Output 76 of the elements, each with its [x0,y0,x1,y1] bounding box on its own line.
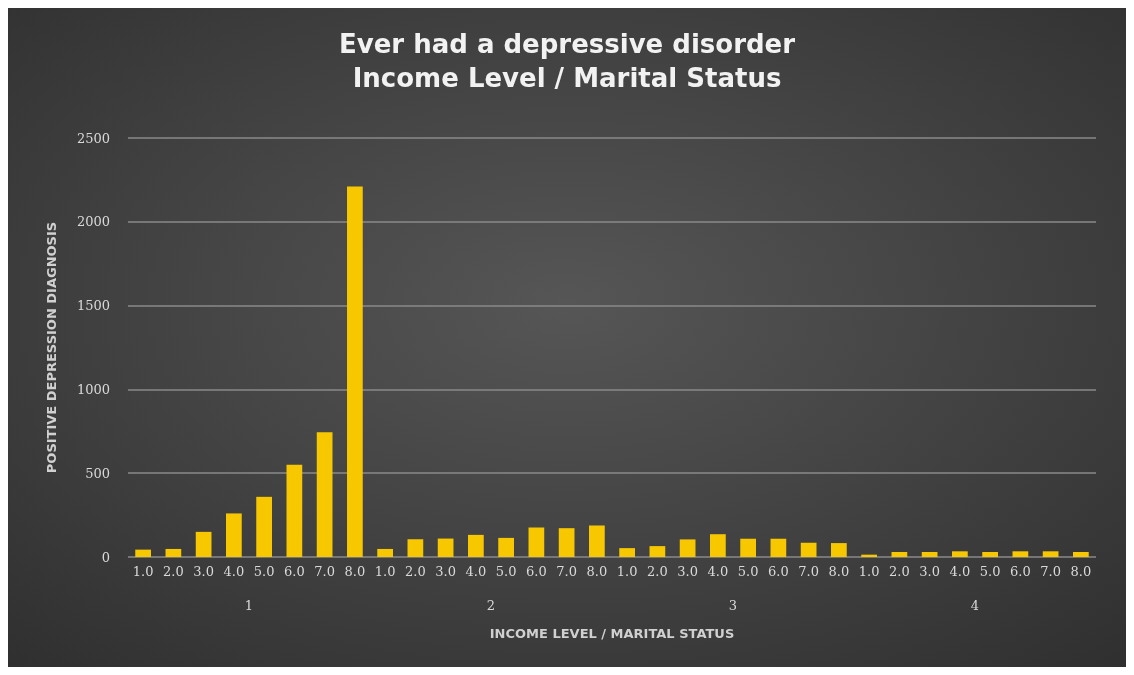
x-tick-label: 7.0 [798,564,819,579]
bar [135,549,151,557]
x-tick-label: 8.0 [344,564,366,579]
bar [528,527,545,557]
bar [800,542,817,557]
bar [831,543,847,557]
bar [377,548,393,557]
bar [982,551,998,557]
x-tick-label: 1.0 [616,564,638,579]
y-tick-label: 1500 [76,298,110,314]
bar [921,551,938,557]
bar [619,548,635,557]
x-tick-label: 4.0 [223,564,245,579]
bar [226,513,242,557]
bar [1012,551,1029,557]
bar [468,534,484,557]
x-tick-label: 8.0 [1070,564,1092,579]
chart-title: Ever had a depressive disorder Income Level / Marital Status [338,29,796,93]
x-tick-label: 3.0 [919,564,940,579]
x-tick-label: 7.0 [556,564,577,579]
bar [649,546,666,557]
x-tick-label: 4.0 [707,564,729,579]
x-tick-label: 5.0 [253,564,275,579]
x-tick-label: 6.0 [1010,564,1031,579]
bar [498,537,514,557]
x-tick-label: 6.0 [284,564,305,579]
bar [256,496,272,557]
x-tick-label: 2.0 [163,564,184,579]
x-tick-label: 7.0 [1040,564,1061,579]
bar [1042,551,1059,557]
bar [286,464,303,557]
text: 1 [244,598,254,613]
y-tick-label: 0 [101,549,110,565]
bar [952,551,968,557]
x-tick-label: 3.0 [193,564,214,579]
x-tick-label: 2.0 [647,564,668,579]
text: 2 [486,598,496,613]
text: 4 [970,598,980,613]
y-axis-title: POSITIVE DEPRESSION DIAGNOSIS [44,221,59,474]
bar [1073,551,1089,557]
y-tick-label: 500 [85,465,110,481]
x-tick-label: 3.0 [677,564,698,579]
x-tick-label: 5.0 [737,564,759,579]
x-tick-label: 6.0 [526,564,547,579]
bar [558,528,575,557]
bar [407,539,424,557]
bar [347,186,363,557]
x-tick-label: 8.0 [586,564,608,579]
bar [316,432,333,557]
x-tick-label: 7.0 [314,564,335,579]
bar [891,551,908,557]
y-tick-label: 1000 [76,381,110,397]
y-tick-label: 2500 [76,130,110,146]
y-tick-label: 2000 [76,214,110,230]
bar [195,531,212,557]
x-tick-label: 2.0 [889,564,910,579]
x-tick-label: 1.0 [132,564,154,579]
bar [710,534,726,557]
bar [589,525,605,557]
text: 3 [728,598,738,613]
x-axis-title: INCOME LEVEL / MARITAL STATUS [489,626,735,641]
x-tick-label: 5.0 [495,564,517,579]
x-tick-label: 1.0 [374,564,396,579]
x-tick-label: 2.0 [405,564,426,579]
x-tick-label: 3.0 [435,564,456,579]
x-tick-label: 4.0 [465,564,487,579]
x-tick-label: 4.0 [949,564,971,579]
bar [165,548,182,557]
x-tick-label: 5.0 [979,564,1001,579]
x-tick-label: 1.0 [858,564,880,579]
bar [740,538,756,557]
bar [770,538,787,557]
x-tick-label: 8.0 [828,564,850,579]
bar [679,539,696,557]
x-tick-label: 6.0 [768,564,789,579]
bar [437,538,454,557]
